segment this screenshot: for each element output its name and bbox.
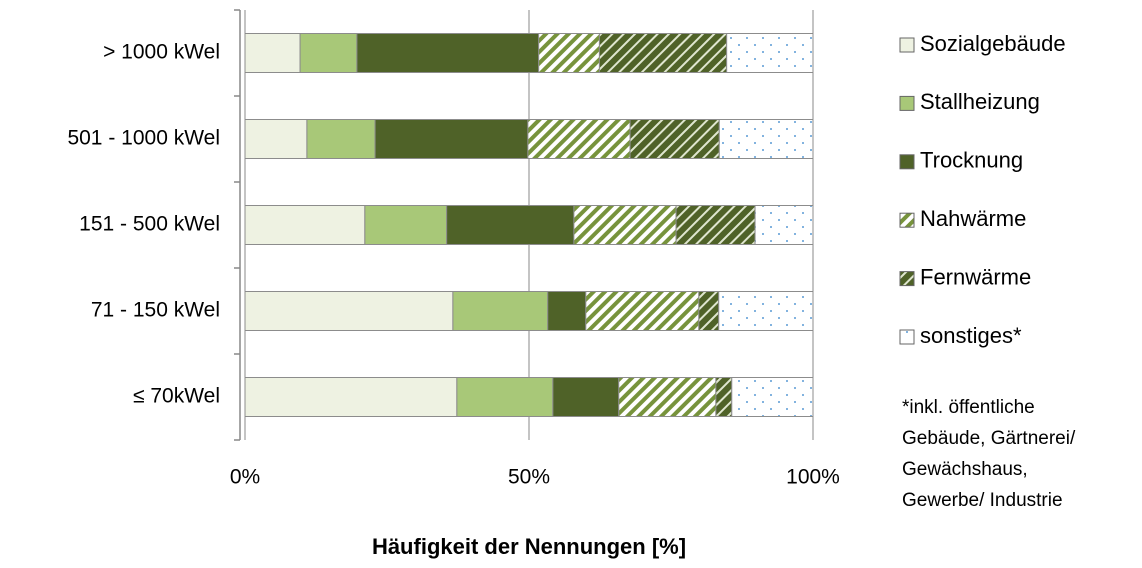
y-tick-label: 501 - 1000 kWel [67,127,220,150]
bar-segment [538,33,600,73]
bar-segment [244,377,458,417]
bar-segment [718,119,814,159]
bar-segment [675,205,756,245]
bar-segment [552,377,620,417]
legend-swatch [899,329,915,345]
bar-segment [618,377,717,417]
bar-segment [715,377,733,417]
bar-segment [573,205,677,245]
bar-segment [527,119,631,159]
note: Gewächshaus, [902,459,1028,480]
legend-swatch [899,212,915,228]
y-tick-label: ≤ 70kWel [133,385,220,408]
y-tick-label: > 1000 kWel [103,41,220,64]
bar-segment [244,291,454,331]
x-axis-label: Häufigkeit der Nennungen [%] [372,534,686,559]
legend-swatch [899,37,915,53]
bar-segment [364,205,448,245]
legend-label: sonstiges* [920,323,1022,348]
bar-segment [244,205,366,245]
note: *inkl. öffentliche [902,397,1035,418]
bar-segment [547,291,587,331]
bar-segment [718,291,814,331]
bar-segment [452,291,549,331]
note: Gebäude, Gärtnerei/ [902,428,1076,449]
y-tick-label: 71 - 150 kWel [91,299,220,322]
y-tick-label: 151 - 500 kWel [79,213,220,236]
bar-segment [698,291,720,331]
legend-label: Stallheizung [920,89,1040,114]
x-tick-label: 100% [786,466,840,489]
legend-label: Nahwärme [920,206,1026,231]
bar-segment [726,33,814,73]
bar-segment [299,33,358,73]
bar-segment [356,33,540,73]
bar-segment [731,377,814,417]
bar-segment [754,205,814,245]
bar-segment [244,119,308,159]
bar-segment [585,291,700,331]
bar-segment [446,205,575,245]
legend-label: Trocknung [920,148,1023,173]
legend-swatch [899,154,915,170]
legend-swatch [899,95,915,111]
bar-segment [306,119,376,159]
bar-segment [629,119,720,159]
legend-label: Fernwärme [920,264,1031,289]
bar-segment [598,33,728,73]
legend-swatch [899,271,915,287]
bar-segment [374,119,529,159]
bar-segment [244,33,301,73]
x-tick-label: 50% [508,466,550,489]
bar-segment [456,377,554,417]
note: Gewerbe/ Industrie [902,490,1063,511]
legend-label: Sozialgebäude [920,31,1066,56]
x-tick-label: 0% [230,466,260,489]
